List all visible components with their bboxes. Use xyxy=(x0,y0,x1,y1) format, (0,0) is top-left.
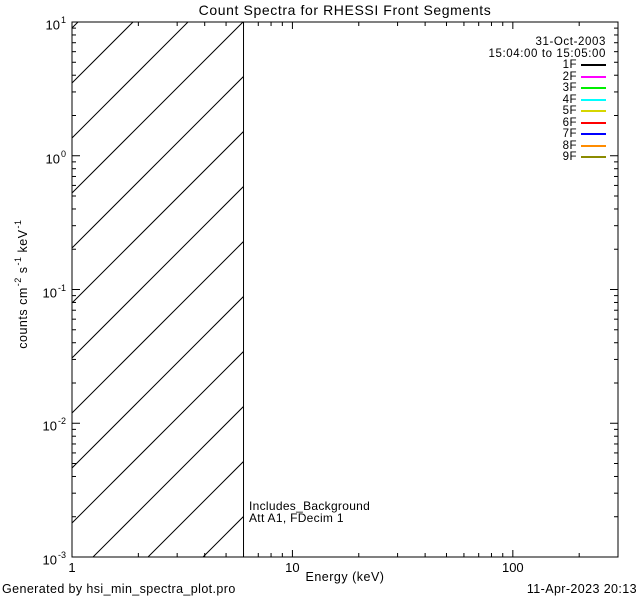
legend-color-line xyxy=(581,144,606,147)
legend-entry-8f: 8F xyxy=(500,140,606,152)
legend-entry-9f: 9F xyxy=(500,151,606,163)
chart-title: Count Spectra for RHESSI Front Segments xyxy=(198,2,492,18)
legend-label: 9F xyxy=(562,151,577,163)
legend-color-line xyxy=(581,110,606,112)
legend-color-line xyxy=(581,75,606,78)
legend-entry-3f: 3F xyxy=(500,82,606,94)
legend-entry-1f: 1F xyxy=(500,59,606,71)
y-tick-label: 10-2 xyxy=(42,416,66,434)
y-tick-label: 100 xyxy=(45,148,66,167)
legend-label: 1F xyxy=(562,59,577,71)
legend-entry-5f: 5F xyxy=(500,105,606,117)
legend-entry-2f: 2F xyxy=(500,71,606,83)
hatched-low-energy-region xyxy=(72,22,244,557)
footer-generator-text: Generated by hsi_min_spectra_plot.pro xyxy=(2,582,236,596)
legend-label: 6F xyxy=(562,116,577,129)
legend-color-line xyxy=(581,87,606,89)
legend-label: 7F xyxy=(562,128,577,140)
annotation-attenuator-state: Att A1, FDecim 1 xyxy=(249,511,344,525)
y-tick-label: 101 xyxy=(45,15,66,33)
annotation-includes-background: Includes_Background xyxy=(249,499,371,513)
footer-timestamp: 11-Apr-2023 20:13 xyxy=(526,582,637,596)
legend-entry-7f: 7F xyxy=(500,128,606,140)
legend-color-line xyxy=(581,64,606,66)
x-tick-label: 10 xyxy=(285,560,300,575)
legend-label: 2F xyxy=(562,70,577,83)
x-axis-label: Energy (keV) xyxy=(305,570,385,584)
y-tick-label: 10-1 xyxy=(42,282,66,300)
legend-color-line xyxy=(581,156,606,158)
x-tick-label: 100 xyxy=(501,560,524,575)
legend-label: 3F xyxy=(562,82,577,94)
legend-label: 4F xyxy=(562,93,577,106)
y-tick-label: 10-3 xyxy=(42,550,66,568)
legend-entry-6f: 6F xyxy=(500,117,606,129)
observation-date: 31-Oct-2003 xyxy=(535,36,606,48)
observation-time-range: 15:04:00 to 15:05:00 xyxy=(488,48,606,60)
legend-color-line xyxy=(581,121,606,124)
legend-entry-4f: 4F xyxy=(500,94,606,106)
x-tick-label: 1 xyxy=(68,560,76,575)
legend-label: 8F xyxy=(562,139,577,152)
legend-color-line xyxy=(581,98,606,101)
legend-label: 5F xyxy=(562,105,577,117)
legend-color-line xyxy=(581,133,606,135)
